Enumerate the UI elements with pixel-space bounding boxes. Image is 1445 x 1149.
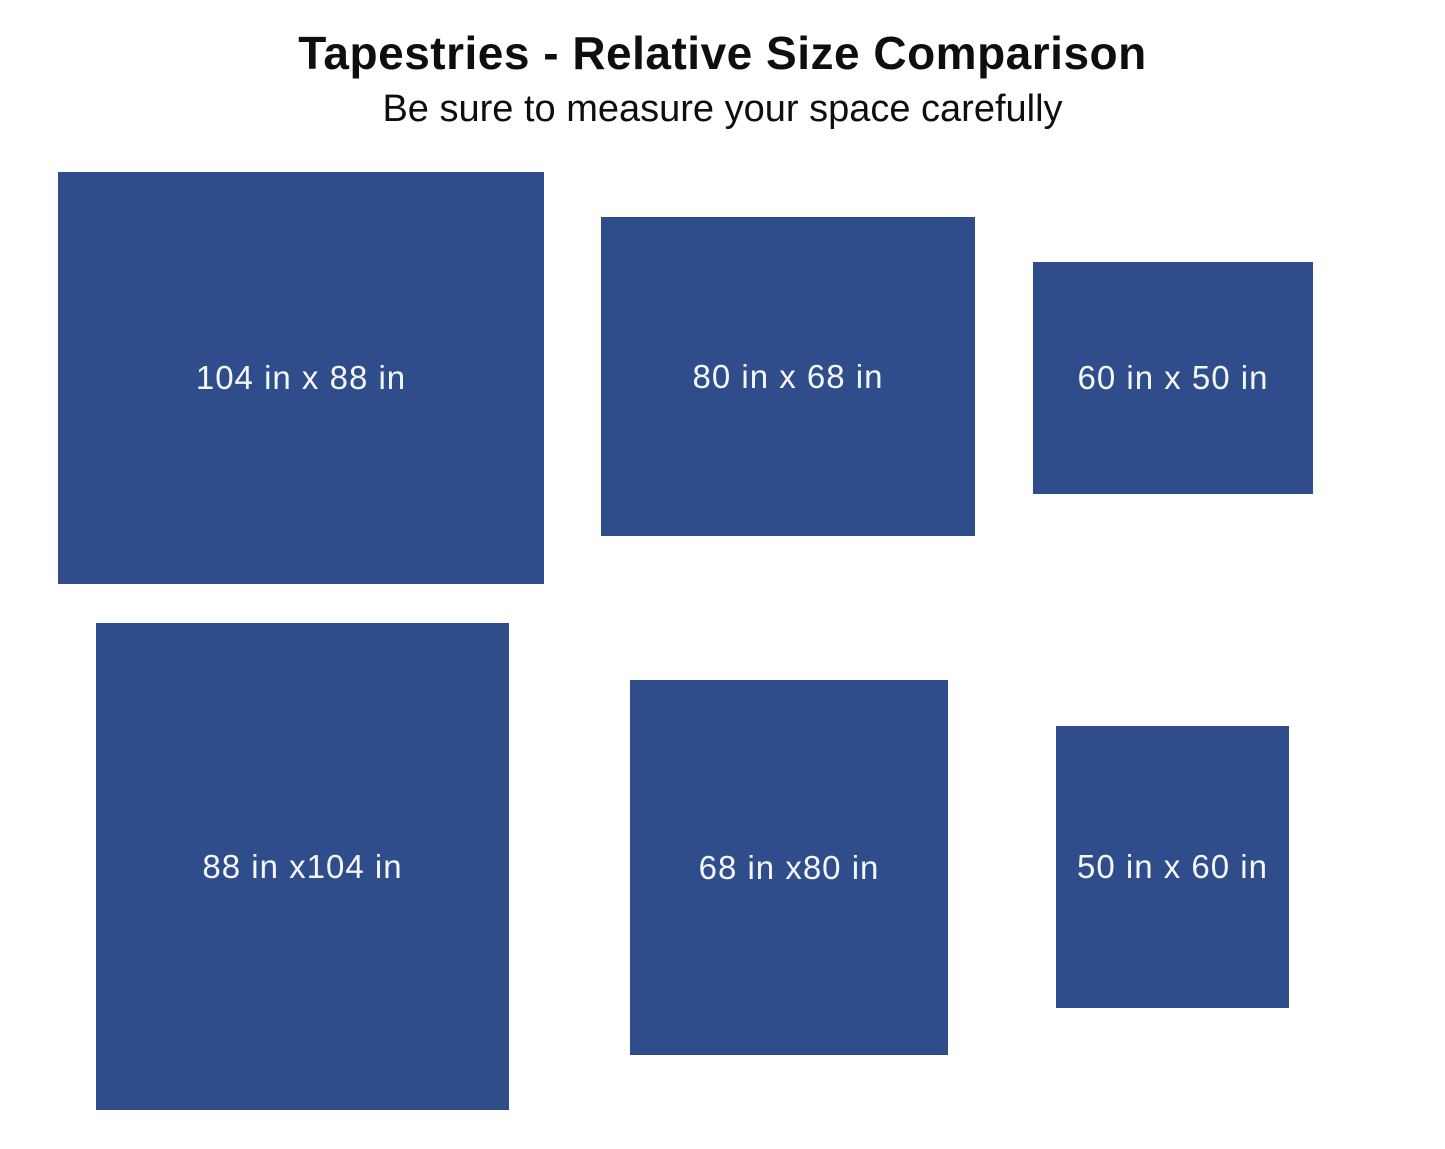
size-label-104x88: 104 in x 88 in	[195, 359, 407, 396]
size-label-88x104: 88 in x104 in	[202, 847, 403, 885]
tapestry-rect-104x88: 104 in x 88 in	[58, 172, 544, 584]
size-label-68x80: 68 in x80 in	[698, 848, 880, 886]
tapestry-rect-80x68: 80 in x 68 in	[601, 217, 975, 536]
tapestry-rect-60x50: 60 in x 50 in	[1033, 262, 1313, 494]
tapestry-rect-88x104: 88 in x104 in	[96, 623, 509, 1110]
size-label-60x50: 60 in x 50 in	[1077, 359, 1269, 396]
size-label-80x68: 80 in x 68 in	[692, 357, 884, 395]
tapestry-rect-50x60: 50 in x 60 in	[1056, 726, 1289, 1008]
tapestry-rect-68x80: 68 in x80 in	[630, 680, 948, 1055]
size-label-50x60: 50 in x 60 in	[1077, 848, 1268, 885]
page-subtitle: Be sure to measure your space carefully	[382, 88, 1063, 130]
page-title: Tapestries - Relative Size Comparison	[298, 27, 1147, 79]
